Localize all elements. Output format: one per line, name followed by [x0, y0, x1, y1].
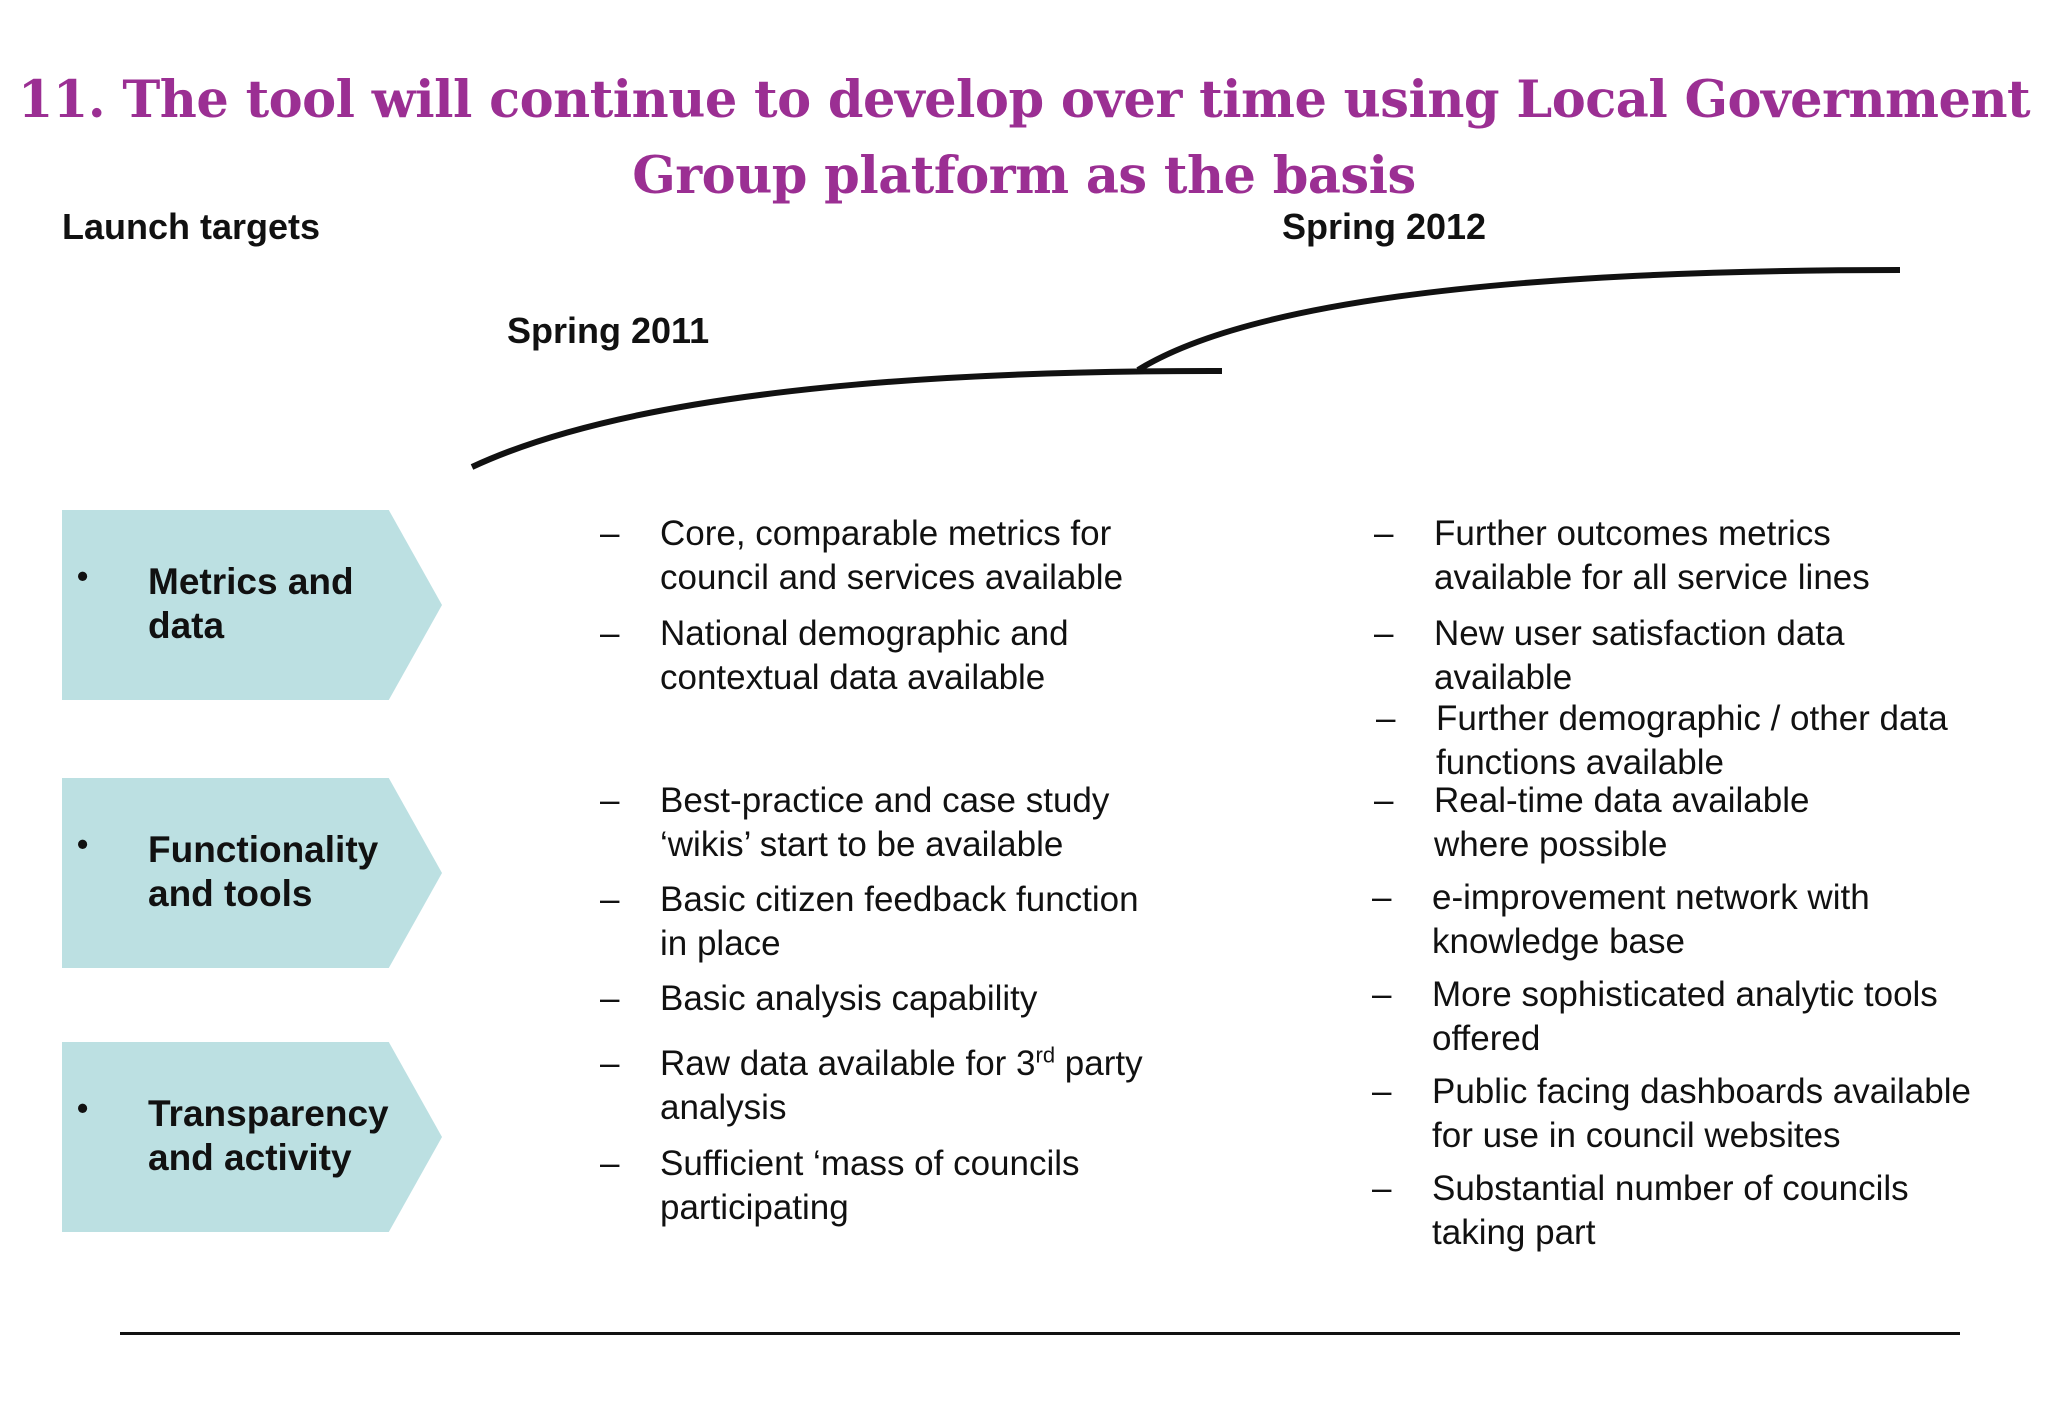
dash-icon: –: [1374, 514, 1394, 553]
item-text: Core, comparable metrics for council and …: [660, 514, 1124, 597]
dash-icon: –: [1372, 1072, 1392, 1111]
category-label-line: Metrics and: [148, 561, 354, 602]
item-text: Substantial number of councils taking par…: [1432, 1169, 1909, 1252]
category-label-line: Functionality: [148, 829, 379, 870]
bullet-icon: •: [77, 558, 89, 594]
dash-icon: –: [600, 781, 620, 820]
dash-icon: –: [1372, 1169, 1392, 1208]
category-label: Transparency and activity: [148, 1092, 428, 1180]
dash-icon: –: [600, 514, 620, 553]
category-label: Metrics and data: [148, 560, 428, 648]
dash-icon: –: [1376, 699, 1396, 738]
dash-icon: –: [600, 1144, 620, 1183]
item-text: e-improvement network with knowledge base: [1432, 878, 1870, 961]
dash-icon: –: [600, 1044, 620, 1083]
item-text: Basic citizen feedback function in place: [660, 880, 1139, 963]
title-line-2: Group platform as the basis: [632, 146, 1416, 206]
spring-2012-label: Spring 2012: [1282, 206, 1487, 247]
item-text: More sophisticated analytic tools offered: [1432, 975, 1938, 1058]
item-text: Sufficient ‘mass of councils participatin…: [660, 1144, 1080, 1227]
category-metrics-and-data: • Metrics and data: [62, 510, 442, 700]
category-label-line: data: [148, 605, 225, 646]
category-functionality-and-tools: • Functionality and tools: [62, 778, 442, 968]
item-text: Raw data available for 3rd party analysis: [660, 1042, 1143, 1127]
spring-2011-label: Spring 2011: [507, 310, 710, 351]
dash-icon: –: [1374, 781, 1394, 820]
item-text: Further demographic / other data function…: [1436, 699, 1948, 782]
item-text: Public facing dashboards available for us…: [1432, 1072, 1971, 1155]
item-text: Basic analysis capability: [660, 979, 1038, 1018]
item-text: Real-time data available where possible: [1434, 781, 1810, 864]
title-line-1: 11. The tool will continue to develop ov…: [17, 70, 2031, 130]
category-label-line: Transparency: [148, 1093, 389, 1134]
item-text: National demographic and contextual data …: [660, 614, 1069, 697]
timeline-curve-2012: [1136, 267, 1901, 373]
slide-title: 11. The tool will continue to develop ov…: [0, 62, 2048, 214]
category-label-line: and activity: [148, 1137, 352, 1178]
category-transparency-and-activity: • Transparency and activity: [62, 1042, 442, 1232]
dash-icon: –: [1374, 614, 1394, 653]
launch-targets-label: Launch targets: [62, 206, 321, 247]
bullet-icon: •: [77, 826, 89, 862]
bottom-divider: [120, 1332, 1960, 1335]
item-text: Further outcomes metrics available for al…: [1434, 514, 1870, 597]
dash-icon: –: [1372, 975, 1392, 1014]
bullet-icon: •: [77, 1090, 89, 1126]
item-text: Best-practice and case study ‘wikis’ star…: [660, 781, 1110, 864]
timeline-curve-2011: [470, 367, 1223, 470]
category-label-line: and tools: [148, 873, 313, 914]
dash-icon: –: [600, 979, 620, 1018]
dash-icon: –: [1372, 878, 1392, 917]
dash-icon: –: [600, 614, 620, 653]
dash-icon: –: [600, 880, 620, 919]
item-text: New user satisfaction data available: [1434, 614, 1845, 697]
category-label: Functionality and tools: [148, 828, 428, 916]
